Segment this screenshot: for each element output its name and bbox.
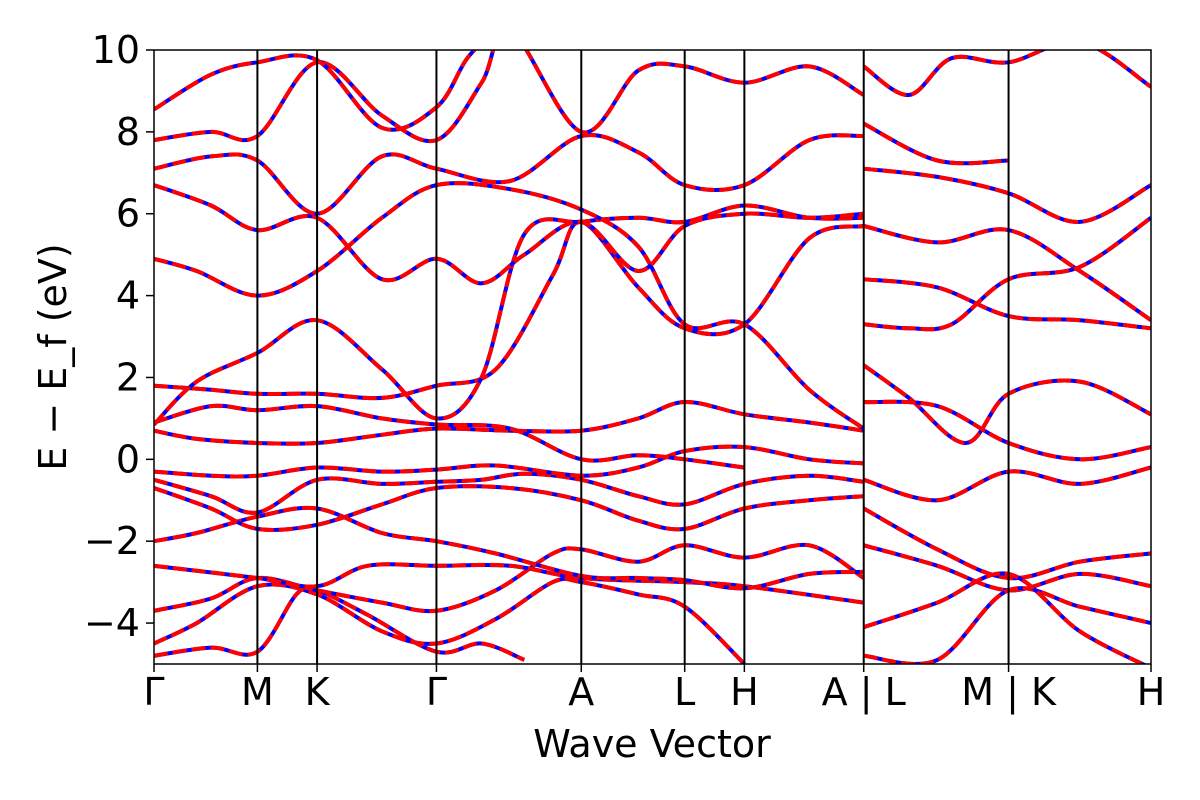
y-tick-label: 2 (116, 355, 140, 399)
band-line-blue-14 (154, 132, 864, 216)
band-line-red-26 (862, 506, 1151, 581)
band-line-red-24 (863, 399, 1151, 462)
x-tick-label: K (305, 670, 331, 714)
y-axis-label: E − E_f (eV) (31, 243, 75, 471)
x-tick-label: A | L (822, 670, 906, 715)
band-line-blue-21 (863, 277, 1151, 331)
band-line-red-27 (863, 543, 1151, 593)
band-line-blue-29 (863, 571, 1148, 664)
y-tick-label: 6 (116, 192, 140, 236)
band-line-blue-22 (863, 216, 1151, 332)
y-tick-label: −4 (84, 601, 140, 645)
band-line-red-28 (863, 586, 1151, 664)
x-axis-label: Wave Vector (533, 722, 771, 766)
plot-frame (153, 49, 1152, 665)
band-line-blue-5 (154, 484, 864, 532)
x-tick-label: M (241, 670, 274, 714)
x-tick-label: Γ (143, 670, 164, 714)
band-line-red-23 (862, 363, 1151, 446)
band-line-blue-28 (863, 586, 1151, 664)
band-line-red-6 (154, 471, 864, 515)
band-line-blue-15 (154, 50, 865, 144)
y-tick-label: 10 (92, 28, 140, 72)
y-axis-ticks: −4 −2 0 2 4 6 8 10 (84, 28, 154, 645)
band-line-red-15 (154, 50, 865, 144)
y-tick-label: 8 (116, 110, 140, 154)
band-line-red-10 (154, 219, 865, 401)
x-tick-label: M | K (961, 670, 1057, 715)
y-tick-label: 4 (116, 274, 140, 318)
x-tick-label: Γ (426, 670, 447, 714)
band-line-blue-18 (862, 121, 1009, 166)
x-tick-label: H (730, 670, 759, 714)
band-line-red-1 (154, 576, 746, 664)
bands-layer (154, 50, 1151, 664)
band-line-red-13 (154, 183, 864, 286)
band-line-red-12 (154, 181, 865, 431)
band-line-red-3 (154, 562, 864, 605)
x-tick-label: L (674, 670, 695, 714)
x-tick-label: H (1137, 670, 1166, 714)
band-line-red-29 (863, 571, 1148, 664)
band-line-red-17 (862, 50, 1151, 97)
band-line-blue-24 (863, 399, 1151, 462)
x-tick-label: A (568, 670, 594, 714)
band-line-red-20 (863, 224, 1151, 322)
band-line-red-19 (863, 166, 1151, 224)
band-line-red-14 (154, 132, 864, 216)
y-tick-label: −2 (84, 519, 140, 563)
band-line-red-11 (154, 203, 864, 426)
band-line-red-7 (154, 444, 864, 479)
band-line-blue-11 (154, 203, 864, 426)
band-line-red-25 (863, 465, 1151, 503)
y-tick-label: 0 (116, 437, 140, 481)
band-line-blue-7 (154, 444, 864, 479)
band-line-red-22 (863, 216, 1151, 332)
band-line-red-18 (862, 121, 1009, 166)
band-line-blue-20 (863, 224, 1151, 322)
band-line-blue-27 (863, 543, 1151, 593)
band-line-red-16 (154, 50, 477, 132)
kpoint-separators (256, 50, 1010, 664)
band-line-blue-12 (154, 181, 865, 431)
band-line-blue-26 (862, 506, 1151, 581)
band-line-red-21 (863, 277, 1151, 331)
